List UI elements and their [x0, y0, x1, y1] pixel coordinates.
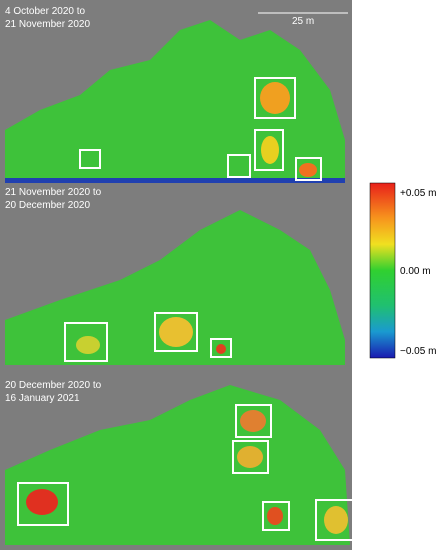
panel-label: 21 November 2020 to: [5, 187, 102, 198]
change-blob: [267, 507, 283, 525]
highlight-box: [227, 154, 251, 178]
highlight-box: [262, 501, 290, 531]
scale-label: 25 m: [292, 16, 314, 27]
highlight-box: [254, 129, 284, 171]
highlight-box: [210, 338, 232, 358]
panel-label: 20 December 2020: [5, 200, 90, 211]
panel-label: 20 December 2020 to: [5, 380, 102, 391]
colorbar-gradient: [369, 182, 396, 359]
panel-label: 16 January 2021: [5, 393, 80, 404]
highlight-box: [295, 157, 322, 181]
panel-2: 21 November 2020 to 20 December 2020: [0, 187, 352, 372]
highlight-box: [64, 322, 108, 362]
highlight-box: [232, 440, 269, 474]
highlight-box: [17, 482, 69, 526]
change-blob: [26, 489, 58, 515]
change-blob: [260, 82, 290, 114]
change-blob: [237, 446, 263, 468]
change-blob: [76, 336, 100, 354]
change-blob: [299, 163, 317, 177]
colorbar: +0.05 m 0.00 m −0.05 m: [369, 182, 436, 359]
panel-label: 4 October 2020 to: [5, 6, 85, 17]
change-blob: [324, 506, 348, 534]
highlight-box: [154, 312, 198, 352]
highlight-box: [235, 404, 272, 438]
change-blob: [240, 410, 266, 432]
colorbar-label: 0.00 m: [400, 266, 431, 277]
change-blob: [261, 136, 279, 164]
panel-label: 21 November 2020: [5, 19, 90, 30]
terrain: [5, 210, 345, 365]
colorbar-label: −0.05 m: [400, 346, 436, 357]
highlight-box: [254, 77, 296, 119]
panel-1: 25 m 4 October 2020 to 21 November 2020: [0, 0, 352, 188]
terrain: [5, 20, 345, 183]
highlight-box: [315, 499, 357, 541]
highlight-box: [79, 149, 101, 169]
panel-3: 20 December 2020 to 16 January 2021: [0, 372, 357, 550]
change-blob: [216, 344, 226, 354]
colorbar-label: +0.05 m: [400, 188, 436, 199]
terrain-edge: [5, 178, 345, 183]
change-blob: [159, 317, 193, 347]
